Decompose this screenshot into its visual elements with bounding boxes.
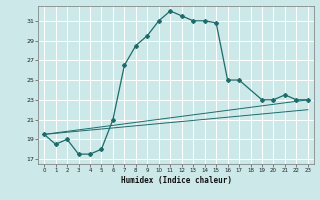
- X-axis label: Humidex (Indice chaleur): Humidex (Indice chaleur): [121, 176, 231, 185]
